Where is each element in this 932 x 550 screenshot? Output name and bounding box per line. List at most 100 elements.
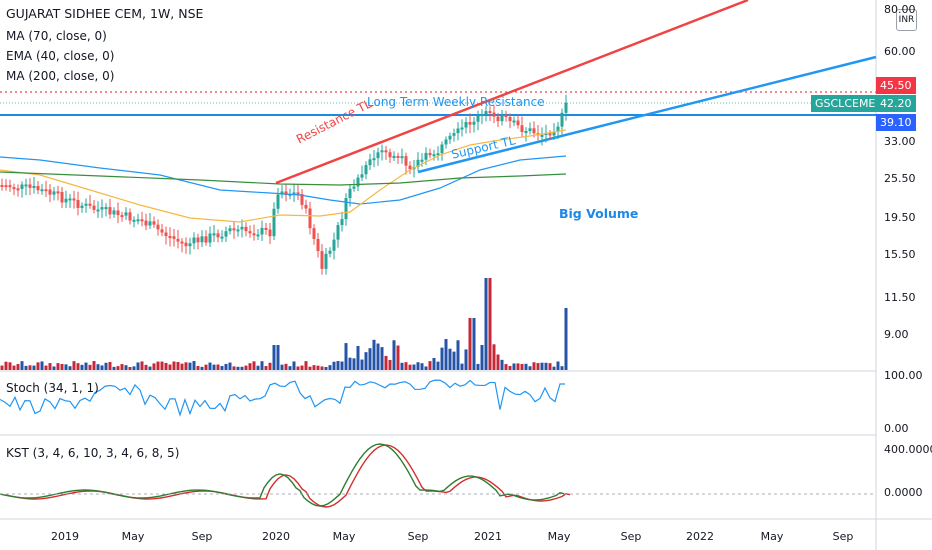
candle-body [20, 184, 24, 189]
big-volume-label[interactable]: Big Volume [559, 206, 639, 221]
volume-bar [424, 366, 428, 370]
volume-bar [76, 363, 80, 370]
candle-body [76, 199, 80, 208]
volume-bar [256, 365, 260, 370]
ma70-legend[interactable]: MA (70, close, 0) [6, 29, 107, 43]
volume-bar [292, 361, 296, 370]
candle-body [404, 156, 408, 166]
volume-bar [484, 278, 488, 370]
symbol-title[interactable]: GUJARAT SIDHEE CEM, 1W, NSE [6, 6, 204, 21]
candle-body [392, 155, 396, 158]
candle-body [284, 191, 288, 196]
volume-bar [356, 346, 360, 370]
candle-body [152, 221, 156, 225]
candle-body [528, 128, 532, 132]
candle-body [340, 219, 344, 226]
candle-body [384, 150, 388, 153]
volume-bar [24, 365, 28, 370]
candle-body [212, 233, 216, 236]
candle-body [524, 131, 528, 134]
volume-bar [16, 364, 20, 370]
candle-body [328, 250, 332, 254]
volume-bar [564, 308, 568, 370]
volume-bar [188, 362, 192, 370]
time-tick: 2020 [262, 530, 290, 543]
volume-bar [408, 364, 412, 370]
candle-body [484, 111, 488, 115]
time-tick: May [121, 530, 145, 543]
volume-bar [272, 345, 276, 370]
candle-body [364, 165, 368, 175]
kst-line [0, 443, 565, 507]
volume-bar [28, 365, 32, 370]
candle-body [544, 133, 548, 136]
volume-bar [284, 363, 288, 370]
kst-legend[interactable]: KST (3, 4, 6, 10, 3, 4, 6, 8, 5) [6, 446, 180, 460]
support-trendline [417, 55, 877, 174]
candle-body [360, 174, 364, 178]
volume-bar [280, 364, 284, 370]
candle-body [120, 215, 124, 218]
ma200-legend[interactable]: MA (200, close, 0) [6, 69, 115, 83]
volume-bar [220, 366, 224, 370]
volume-bar [320, 366, 324, 370]
candle-body [196, 237, 200, 243]
candle-body [344, 197, 348, 220]
volume-bar [32, 365, 36, 370]
candle-body [204, 236, 208, 243]
candle-body [228, 228, 232, 232]
price-tick: 19.50 [884, 211, 916, 224]
candle-body [252, 233, 256, 236]
volume-bar [480, 344, 484, 370]
price-tick: 80.00 [884, 3, 916, 16]
volume-bar [68, 366, 72, 370]
volume-bar [372, 339, 376, 370]
stoch-tick: 100.00 [884, 369, 923, 382]
long-term-resistance-label[interactable]: Long Term Weekly Resistance [367, 95, 545, 109]
candle-body [564, 102, 568, 113]
currency-button[interactable]: INR [896, 9, 917, 31]
volume-bar [136, 362, 140, 370]
volume-bar [488, 278, 492, 370]
candle-body [0, 185, 4, 187]
volume-bar [416, 362, 420, 370]
candle-body [172, 236, 176, 239]
candle-body [4, 185, 8, 188]
stoch-legend[interactable]: Stoch (34, 1, 1) [6, 381, 99, 395]
volume-bar [544, 362, 548, 370]
candle-body [72, 198, 76, 201]
candle-body [28, 184, 32, 188]
ma200-line [0, 171, 567, 186]
volume-bar [112, 366, 116, 370]
candle-body [80, 205, 84, 208]
candle-body [268, 229, 272, 237]
time-tick: Sep [407, 530, 429, 543]
price-tick: 33.00 [884, 135, 916, 148]
volume-bar [64, 364, 68, 370]
candle-body [500, 114, 504, 122]
candle-body [352, 186, 356, 189]
candle-body [276, 194, 280, 209]
candle-body [88, 203, 92, 206]
candle-body [348, 188, 352, 198]
ema40-legend[interactable]: EMA (40, close, 0) [6, 49, 115, 63]
candle-body [420, 159, 424, 162]
volume-bar [48, 363, 52, 370]
volume-bar [168, 364, 172, 370]
volume-bar [444, 339, 448, 370]
support-price-tag: 39.10 [876, 114, 916, 131]
resistance-trendline [275, 0, 749, 185]
volume-bar [212, 364, 216, 370]
volume-bar [128, 366, 132, 370]
candle-body [324, 253, 328, 269]
candle-body [320, 251, 324, 269]
volume-bar [324, 366, 328, 370]
resistance-price-tag: 45.50 [876, 77, 916, 94]
candle-body [68, 198, 72, 201]
candle-body [400, 156, 404, 159]
candle-body [300, 194, 304, 205]
volume-bar [88, 364, 92, 370]
volume-bar [516, 363, 520, 370]
volume-bar [360, 359, 364, 370]
